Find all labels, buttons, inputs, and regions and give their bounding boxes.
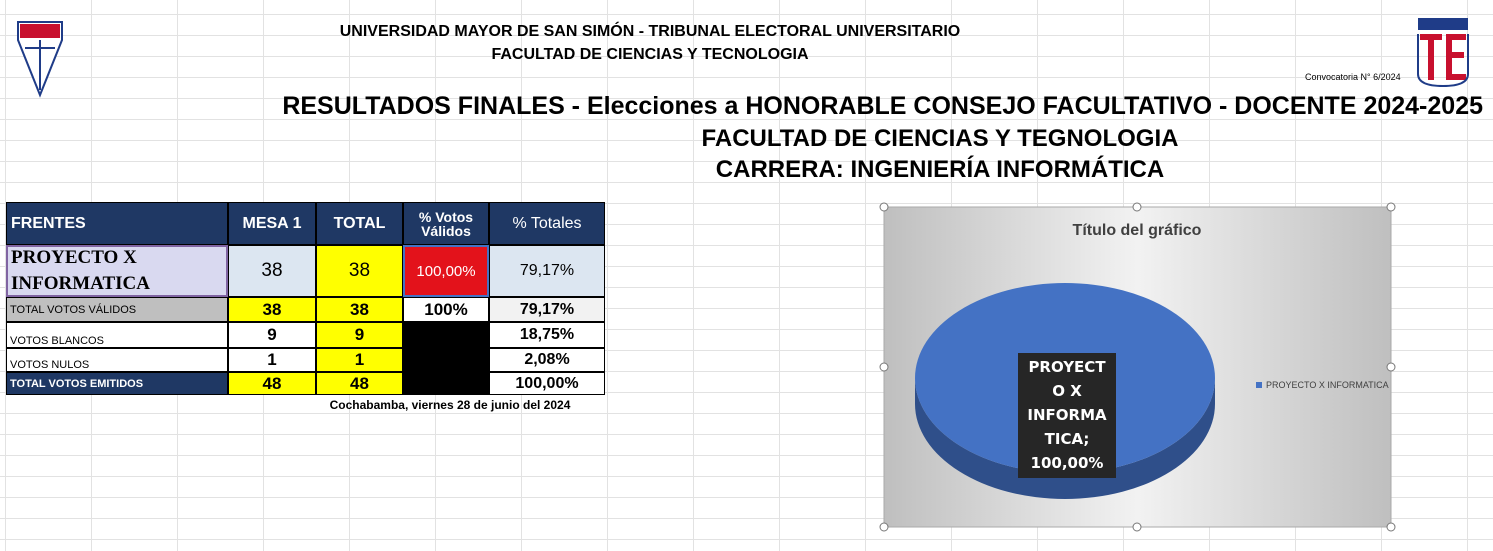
header-cell: FRENTES (6, 202, 228, 245)
table-cell: 9 (228, 322, 316, 348)
handle (1132, 522, 1142, 532)
table-cell: 79,17% (489, 297, 605, 322)
table-cell: 18,75% (489, 322, 605, 348)
table-cell: 100% (403, 297, 489, 322)
handle (879, 362, 889, 372)
te-logo (1417, 18, 1469, 88)
university: UNIVERSIDAD MAYOR DE SAN SIMÓN - TRIBUNA… (339, 23, 961, 40)
faculty: FACULTAD DE CIENCIAS Y TECNOLOGIA (491, 46, 809, 63)
header-cell: % Totales (489, 202, 605, 245)
table-cell: 38 (316, 297, 403, 322)
table-cell: 38 (316, 245, 403, 297)
table-cell (403, 322, 489, 348)
career: CARRERA: INGENIERÍA INFORMÁTICA (715, 156, 1165, 183)
handle (1386, 362, 1396, 372)
legend-marker (1256, 382, 1262, 388)
table-cell: 1 (316, 348, 403, 372)
table-cell (403, 372, 489, 395)
header-cell: TOTAL (316, 202, 403, 245)
table-cell: VOTOS NULOS (6, 348, 228, 372)
handle (1132, 202, 1142, 212)
handle (879, 202, 889, 212)
pie-slice-side (915, 378, 1215, 499)
handle (879, 522, 889, 532)
table-cell: TOTAL VOTOS EMITIDOS (6, 372, 228, 395)
faculty-2: FACULTAD DE CIENCIAS Y TEGNOLOGIA (701, 125, 1179, 152)
date: Cochabamba, viernes 28 de junio del 2024 (329, 398, 571, 412)
table-cell: 2,08% (489, 348, 605, 372)
table-cell: 100,00% (403, 245, 489, 297)
handle (1386, 522, 1396, 532)
table-cell: 38 (228, 297, 316, 322)
data-label: PROYECTO X INFORMATICA; 100,00% (1018, 353, 1116, 478)
table-cell: 48 (228, 372, 316, 395)
handle (1386, 202, 1396, 212)
convocatoria: Convocatoria N° 6/2024 (1305, 72, 1401, 82)
table-cell: 100,00% (489, 372, 605, 395)
table-cell (403, 348, 489, 372)
header-cell: MESA 1 (228, 202, 316, 245)
table-cell: 9 (316, 322, 403, 348)
table-cell: 38 (228, 245, 316, 297)
header-cell: % Votos Válidos (403, 202, 489, 245)
table-cell: 1 (228, 348, 316, 372)
main-title: RESULTADOS FINALES - Elecciones a HONORA… (282, 92, 1483, 120)
chart-title: Título del gráfico (1073, 222, 1202, 239)
table-cell: PROYECTO X INFORMATICA (6, 245, 228, 297)
legend-label: PROYECTO X INFORMATICA (1266, 380, 1389, 390)
umss-logo (17, 21, 63, 98)
selection-handles (879, 202, 1396, 532)
table-cell: 48 (316, 372, 403, 395)
table-cell: 79,17% (489, 245, 605, 297)
table-cell: TOTAL VOTOS VÁLIDOS (6, 297, 228, 322)
table-cell: VOTOS BLANCOS (6, 322, 228, 348)
